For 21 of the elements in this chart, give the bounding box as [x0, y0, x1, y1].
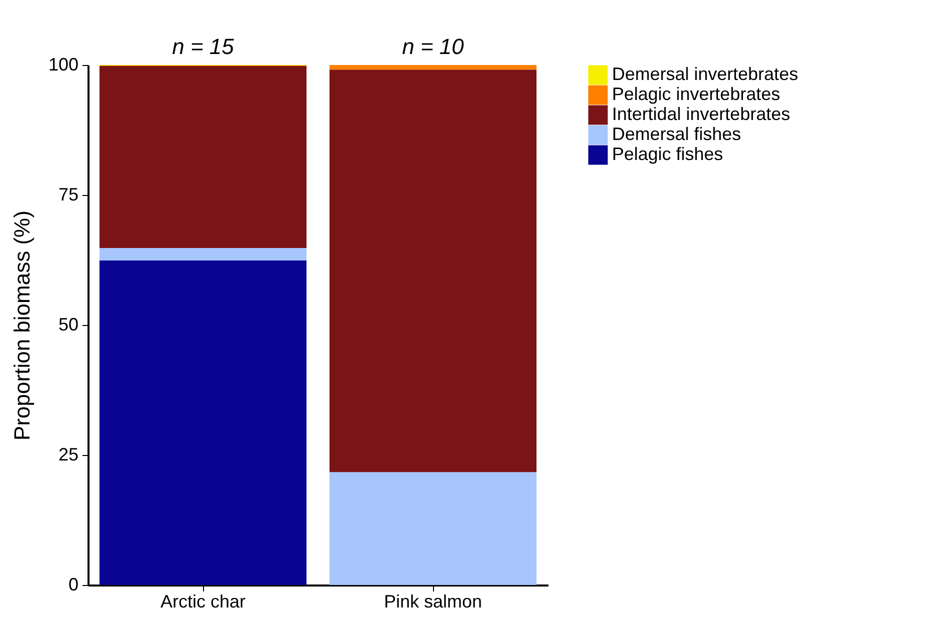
legend-label: Demersal invertebrates	[612, 64, 798, 84]
y-tick-label: 25	[58, 444, 78, 464]
bar	[330, 70, 536, 472]
bar	[330, 472, 536, 585]
annotation: n = 10	[402, 34, 465, 59]
annotation: n = 15	[172, 34, 235, 59]
legend-label: Intertidal invertebrates	[612, 104, 790, 124]
legend-label: Demersal fishes	[612, 124, 742, 144]
y-tick-label: 0	[68, 574, 78, 594]
y-tick-label: 50	[58, 314, 78, 334]
x-tick-label: Pink salmon	[384, 592, 482, 612]
bar	[100, 260, 306, 585]
bar	[330, 65, 536, 70]
bar	[100, 66, 306, 248]
y-tick-label: 100	[48, 54, 78, 74]
y-axis-title: Proportion biomass (%)	[9, 210, 34, 440]
bar	[100, 248, 306, 261]
legend-label: Pelagic invertebrates	[612, 84, 780, 104]
legend-label: Pelagic fishes	[612, 144, 724, 164]
y-tick-label: 75	[58, 184, 78, 204]
x-tick-label: Arctic char	[160, 592, 246, 612]
